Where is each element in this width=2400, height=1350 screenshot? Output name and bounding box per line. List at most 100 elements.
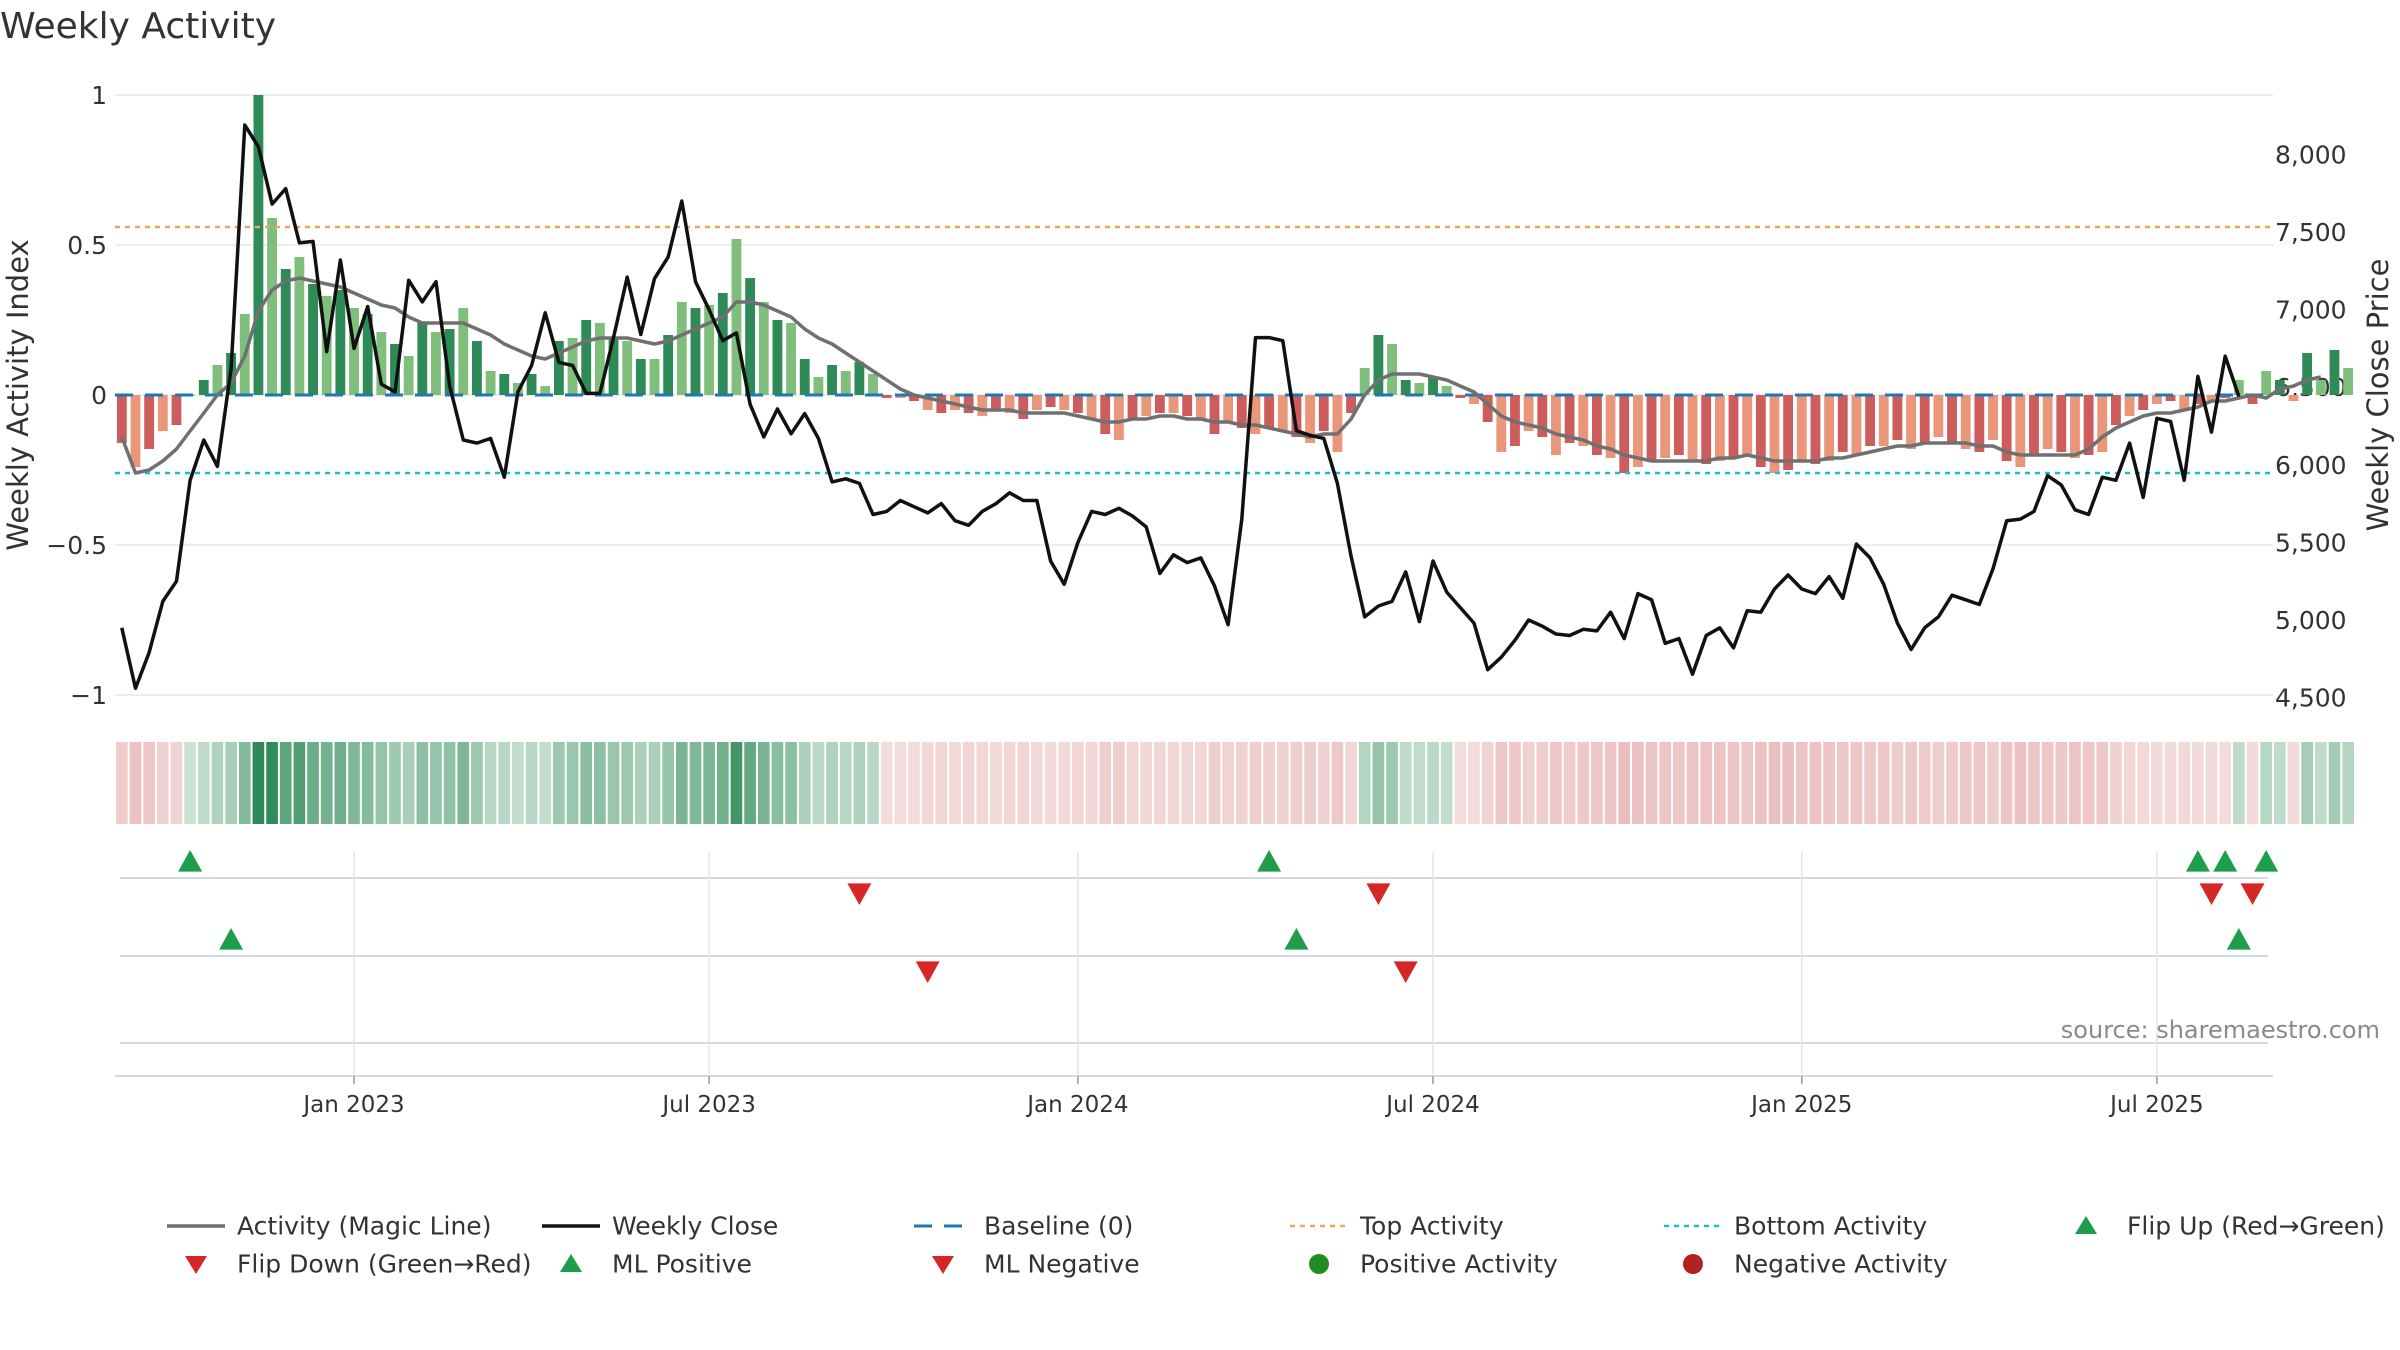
heat-strip-cell xyxy=(512,742,524,824)
flip-down-marker xyxy=(2199,883,2224,905)
activity-bar xyxy=(1141,395,1152,416)
activity-bar xyxy=(116,395,127,443)
heat-strip-cell xyxy=(1891,742,1904,824)
legend-label: Positive Activity xyxy=(1360,1249,1558,1279)
right-tick-label: 5,500 xyxy=(2275,528,2347,557)
activity-bar xyxy=(663,335,674,395)
flip-down-marker xyxy=(1366,883,1391,905)
flip-up-marker xyxy=(2213,850,2238,872)
heat-strip-cell xyxy=(2110,742,2122,824)
ml-positive-marker xyxy=(219,928,244,950)
heat-strip-cell xyxy=(2246,742,2259,824)
legend-label: Flip Down (Green→Red) xyxy=(237,1249,532,1279)
activity-bar xyxy=(868,374,878,395)
heat-strip-cell xyxy=(607,742,620,824)
activity-bar xyxy=(2151,395,2162,404)
heat-strip-cell xyxy=(430,742,442,824)
heat-strip-cell xyxy=(1372,742,1385,824)
legend-swatch-icon xyxy=(912,1211,974,1241)
activity-bar xyxy=(1755,395,1766,467)
heat-strip-cell xyxy=(1072,742,1084,824)
weekly-close-line xyxy=(120,123,2241,691)
heat-strip-cell xyxy=(921,742,934,824)
activity-bar xyxy=(1632,395,1643,467)
activity-bar xyxy=(444,329,455,395)
activity-bar xyxy=(2083,395,2094,455)
activity-bar xyxy=(458,308,469,395)
activity-bar xyxy=(2165,395,2176,401)
heat-strip-cell xyxy=(1768,742,1781,824)
heat-strip-cell xyxy=(1345,742,1357,824)
activity-bar xyxy=(1182,395,1193,416)
heat-strip-cell xyxy=(1809,742,1822,824)
heat-strip-cell xyxy=(580,742,593,824)
heat-strip-cell xyxy=(1973,742,1986,824)
activity-bar xyxy=(1387,344,1397,395)
legend-swatch-icon xyxy=(540,1249,602,1279)
heat-strip-cell xyxy=(867,742,879,824)
heat-strip-cell xyxy=(757,742,770,824)
heat-strip-cell xyxy=(211,742,224,824)
heat-strip-cell xyxy=(1386,742,1398,824)
activity-bar xyxy=(2111,395,2121,425)
activity-bar xyxy=(390,344,400,395)
flip-up-marker xyxy=(1257,850,1282,872)
activity-bar xyxy=(1933,395,1944,437)
right-tick-label: 7,000 xyxy=(2275,296,2347,325)
heat-strip-cell xyxy=(1304,742,1316,824)
activity-bar xyxy=(2042,395,2053,449)
heat-strip-cell xyxy=(962,742,975,824)
legend-swatch-icon xyxy=(165,1211,227,1241)
heat-strip-cell xyxy=(1167,742,1180,824)
activity-bar xyxy=(1455,395,1466,398)
activity-bar xyxy=(608,338,619,395)
heat-strip-cell xyxy=(1673,742,1685,824)
heat-strip-cell xyxy=(553,742,565,824)
left-tick-label: −0.5 xyxy=(46,531,107,560)
legend-label: Negative Activity xyxy=(1734,1249,1948,1279)
activity-bar xyxy=(1564,395,1575,443)
activity-bar xyxy=(499,374,510,395)
heat-strip-cell xyxy=(2314,742,2327,824)
activity-bar xyxy=(2001,395,2012,461)
left-axis-label: Weekly Activity Index xyxy=(1,239,35,550)
activity-bar xyxy=(2206,395,2217,401)
heat-strip-cell xyxy=(1509,742,1521,824)
activity-bar xyxy=(977,395,988,416)
legend-item-baseline: Baseline (0) xyxy=(912,1210,1133,1241)
activity-bar xyxy=(991,395,1001,410)
legend-item-flip-up: Flip Up (Red→Green) xyxy=(2055,1210,2385,1241)
heat-strip-cell xyxy=(1317,742,1330,824)
heat-strip-cell xyxy=(566,742,579,824)
heat-strip-cell xyxy=(1222,742,1234,824)
activity-bar xyxy=(786,323,796,395)
activity-bar xyxy=(253,95,264,395)
legend-label: ML Positive xyxy=(612,1249,752,1279)
activity-bar xyxy=(335,290,346,395)
heat-strip-cell xyxy=(1235,742,1248,824)
legend-item-close: Weekly Close xyxy=(540,1210,778,1241)
heat-strip-cell xyxy=(771,742,784,824)
activity-bar xyxy=(130,395,141,467)
activity-bar xyxy=(1865,395,1875,446)
heat-strip-cell xyxy=(1263,742,1275,824)
activity-bar xyxy=(1059,395,1070,410)
heat-strip-cell xyxy=(1645,742,1658,824)
activity-bar xyxy=(1045,395,1056,407)
activity-bar xyxy=(1728,395,1739,458)
activity-bar xyxy=(2302,353,2313,395)
heat-strip-cell xyxy=(1031,742,1043,824)
heat-strip-cell xyxy=(1591,742,1603,824)
heat-strip-cell xyxy=(2205,742,2218,824)
heat-strip-cell xyxy=(293,742,306,824)
heat-strip-cell xyxy=(539,742,552,824)
activity-bar xyxy=(485,371,496,395)
heat-strip-cell xyxy=(1905,742,1917,824)
activity-bar xyxy=(1332,395,1343,452)
activity-bar xyxy=(1619,395,1630,473)
legend-item-top: Top Activity xyxy=(1288,1210,1504,1241)
heat-strip-cell xyxy=(1331,742,1344,824)
heat-strip-cell xyxy=(1468,742,1480,824)
activity-bar xyxy=(2015,395,2026,467)
heat-strip-cell xyxy=(662,742,674,824)
